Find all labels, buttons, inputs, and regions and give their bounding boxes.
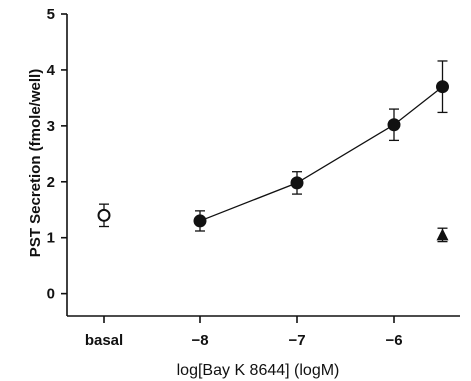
data-point-filled-circle (436, 80, 449, 94)
data-point-filled-triangle (436, 228, 449, 241)
data-point-open-circle (97, 208, 111, 222)
data-point-filled-circle (387, 118, 401, 132)
y-tick-label: 0 (47, 286, 55, 303)
y-tick-label: 4 (47, 62, 56, 79)
y-tick-label: 1 (47, 230, 55, 247)
x-tick-label: basal (85, 332, 123, 349)
x-tick-label: −7 (288, 332, 305, 349)
series-line (199, 86, 443, 222)
x-axis-label: log[Bay K 8644] (logM) (177, 362, 340, 379)
data-point-filled-circle (290, 176, 304, 190)
data-point-filled-circle (193, 214, 207, 228)
axes: 0 1 2 3 4 5 basal −8 −7 −6 (47, 6, 460, 349)
y-axis-label: PST Secretion (fmole/well) (27, 69, 44, 257)
data-marks (97, 60, 449, 243)
y-tick-label: 5 (47, 6, 55, 23)
y-tick-label: 2 (47, 174, 55, 191)
x-tick-label: −8 (191, 332, 208, 349)
y-tick-label: 3 (47, 118, 55, 135)
x-tick-label: −6 (385, 332, 402, 349)
